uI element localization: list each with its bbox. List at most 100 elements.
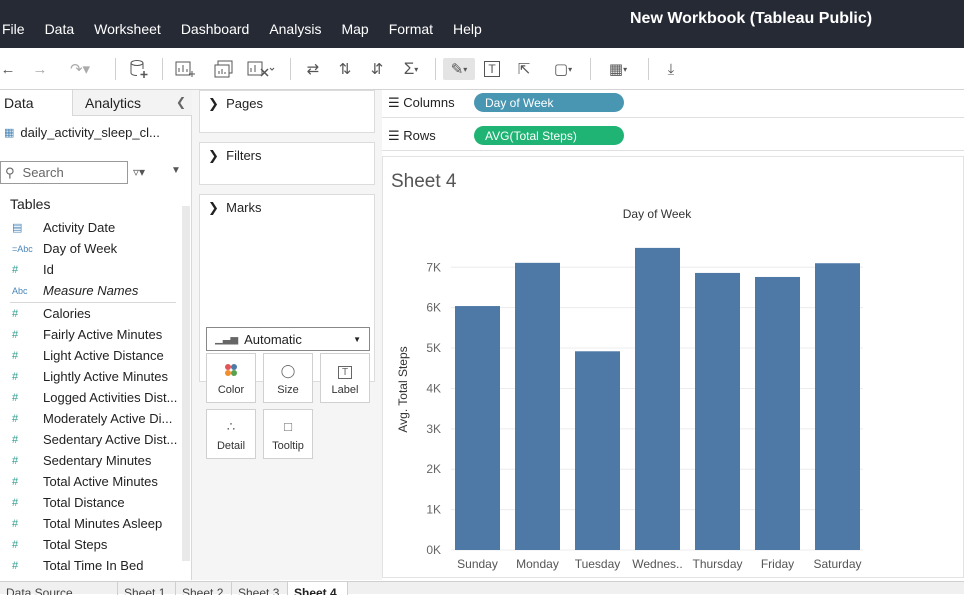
text-label-icon[interactable]: T — [481, 58, 503, 80]
field-item[interactable]: # Id — [0, 259, 180, 280]
field-item[interactable]: # Lightly Active Minutes — [0, 366, 180, 387]
menu-analysis[interactable]: Analysis — [269, 21, 322, 37]
redo-icon[interactable]: → — [32, 60, 48, 78]
dropdown-caret-icon: ▼ — [353, 335, 361, 344]
x-tick-label: Tuesday — [575, 557, 621, 571]
sheet-title[interactable]: Sheet 4 — [391, 171, 457, 192]
field-name: Total Distance — [43, 495, 125, 510]
hash-icon: # — [12, 496, 19, 509]
columns-rows-shelves: ☰ Columns Day of Week ☰ Rows AVG(Total S… — [382, 90, 964, 152]
x-tick-label: Wednes.. — [632, 557, 682, 571]
hash-icon: # — [12, 538, 19, 551]
mark-type-dropdown[interactable]: ▁▃▅ Automatic ▼ — [206, 327, 370, 351]
filters-card[interactable]: ❯ Filters — [199, 142, 375, 185]
field-item[interactable]: # Total Minutes Asleep — [0, 513, 180, 534]
search-input[interactable]: ⚲ Search — [0, 161, 128, 184]
workbook-title: New Workbook (Tableau Public) — [630, 10, 873, 27]
collapse-chevron-icon[interactable]: ❮ — [175, 95, 186, 109]
sheet-tab[interactable]: Sheet 2 — [176, 582, 232, 595]
field-item[interactable]: # Total Active Minutes — [0, 471, 180, 492]
menu-worksheet[interactable]: Worksheet — [94, 21, 161, 37]
pages-card[interactable]: ❯ Pages — [199, 90, 375, 133]
columns-shelf[interactable]: ☰ Columns Day of Week — [382, 90, 964, 118]
hash-icon: # — [12, 454, 19, 467]
label-button[interactable]: T Label — [320, 353, 370, 403]
pages-heading: ❯ Pages — [208, 96, 263, 111]
abc-icon: Abc — [12, 285, 28, 296]
hash-icon: # — [12, 307, 19, 320]
field-item[interactable]: # Logged Activities Dist... — [0, 387, 180, 408]
size-button[interactable]: ◯ Size — [263, 353, 313, 403]
field-item[interactable]: # Sedentary Active Dist... — [0, 429, 180, 450]
fit-icon[interactable]: ▢ ▾ — [553, 61, 573, 78]
scrollbar[interactable] — [182, 206, 190, 561]
field-name: Moderately Active Di... — [43, 411, 173, 426]
tab-analytics[interactable]: Analytics — [72, 90, 192, 116]
show-me-icon[interactable]: ▦ ▾ — [608, 61, 628, 78]
sort-descending-icon[interactable]: ⇵ — [370, 61, 384, 78]
x-tick-label: Monday — [516, 557, 559, 571]
tooltip-button[interactable]: □ Tooltip — [263, 409, 313, 459]
menu-data[interactable]: Data — [44, 21, 75, 37]
detail-button[interactable]: ∴ Detail — [206, 409, 256, 459]
rows-icon: ☰ — [388, 128, 400, 143]
sort-ascending-icon[interactable]: ⇅ — [338, 61, 352, 78]
tables-heading: Tables — [10, 196, 51, 212]
new-datasource-icon[interactable] — [128, 58, 150, 80]
field-item[interactable]: # Sedentary Minutes — [0, 450, 180, 471]
field-name: Activity Date — [43, 220, 116, 235]
sheet-tab[interactable]: Sheet 4 — [288, 582, 348, 595]
datasource-item[interactable]: ▦ daily_activity_sleep_cl... — [0, 122, 192, 142]
menu-format[interactable]: Format — [388, 21, 434, 37]
swap-icon[interactable]: ⇄ — [306, 61, 320, 78]
filters-heading: ❯ Filters — [208, 148, 262, 163]
rows-shelf[interactable]: ☰ Rows AVG(Total Steps) — [382, 123, 964, 151]
y-tick-label: 5K — [426, 341, 441, 355]
menu-file[interactable]: File — [2, 21, 25, 37]
field-item[interactable]: # Light Active Distance — [0, 345, 180, 366]
field-item[interactable]: =Abc Day of Week — [0, 238, 180, 259]
label-label: Label — [331, 384, 359, 396]
field-name: Measure Names — [43, 283, 139, 298]
rows-pill[interactable]: AVG(Total Steps) — [474, 126, 624, 145]
menu-map[interactable]: Map — [341, 21, 369, 37]
clear-sheet-icon[interactable] — [246, 58, 276, 80]
field-name: Total Active Minutes — [43, 474, 158, 489]
hash-icon: # — [12, 263, 19, 276]
download-icon[interactable]: ⤓ — [667, 60, 675, 78]
field-item[interactable]: # Total Time In Bed — [0, 555, 180, 576]
columns-label: ☰ Columns — [388, 95, 455, 110]
menu-help[interactable]: Help — [453, 21, 482, 37]
y-tick-label: 4K — [426, 381, 441, 395]
sheet-tab[interactable]: Sheet 1 — [118, 582, 176, 595]
sheet-tab[interactable]: Data Source — [0, 582, 118, 595]
sheet-tab[interactable]: Sheet 3 — [232, 582, 288, 595]
duplicate-sheet-icon[interactable] — [212, 58, 236, 80]
field-item[interactable]: # Calories — [0, 303, 180, 324]
color-button[interactable]: Color — [206, 353, 256, 403]
field-item[interactable]: # Total Steps — [0, 534, 180, 555]
data-pane: Data Analytics ❮ ▦ daily_activity_sleep_… — [0, 90, 192, 580]
y-axis-label: Avg. Total Steps — [396, 346, 410, 432]
new-sheet-icon[interactable] — [172, 58, 202, 80]
more-menu-icon[interactable]: ▼ — [171, 165, 181, 176]
x-tick-label: Friday — [761, 557, 794, 571]
undo-icon[interactable]: ← — [0, 60, 16, 78]
field-item[interactable]: Abc Measure Names — [0, 280, 180, 301]
totals-icon[interactable]: Σ ▾ — [403, 59, 419, 78]
field-item[interactable]: # Moderately Active Di... — [0, 408, 180, 429]
replay-icon[interactable]: ↷▾ — [69, 61, 91, 78]
bar — [755, 276, 800, 550]
menu-dashboard[interactable]: Dashboard — [180, 21, 250, 37]
hash-icon: # — [12, 391, 19, 404]
columns-pill[interactable]: Day of Week — [474, 93, 624, 112]
tab-data[interactable]: Data — [0, 90, 72, 116]
annotate-icon[interactable]: ⇱ — [517, 61, 531, 78]
field-item[interactable]: ▤ Activity Date — [0, 217, 180, 238]
highlight-icon[interactable]: ✎ ▾ — [443, 58, 475, 80]
search-icon: ⚲ — [5, 164, 15, 180]
filter-fields-icon[interactable]: ▿▾ — [133, 165, 146, 179]
field-item[interactable]: # Total Distance — [0, 492, 180, 513]
field-item[interactable]: # Fairly Active Minutes — [0, 324, 180, 345]
bar — [575, 351, 620, 550]
